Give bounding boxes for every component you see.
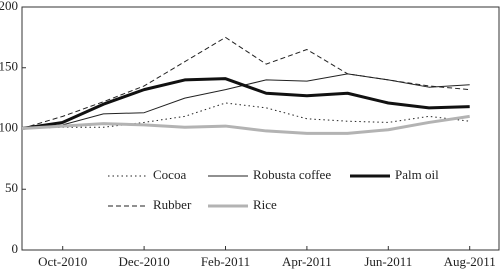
x-tick-label: Jun-2011 (364, 254, 412, 269)
x-tick-label: Dec-2010 (118, 254, 169, 269)
y-tick-label: 0 (12, 241, 19, 256)
legend-label: Cocoa (153, 167, 186, 182)
y-tick-label: 200 (0, 0, 18, 13)
x-tick-label: Feb-2011 (201, 254, 250, 269)
legend-label: Robusta coffee (253, 167, 331, 182)
legend-label: Rice (253, 197, 277, 212)
x-tick-label: Oct-2010 (38, 254, 87, 269)
series-line (21, 36, 470, 129)
legend-label: Rubber (153, 197, 192, 212)
y-tick-label: 150 (0, 59, 18, 74)
y-tick-label: 100 (0, 119, 18, 134)
y-tick-label: 50 (5, 180, 18, 195)
x-tick-label: Aug-2011 (444, 254, 496, 269)
x-tick-label: Apr-2011 (282, 254, 332, 269)
series-line (21, 114, 470, 135)
series-line (21, 77, 470, 130)
plot-frame (21, 6, 500, 251)
legend-label: Palm oil (395, 167, 439, 182)
